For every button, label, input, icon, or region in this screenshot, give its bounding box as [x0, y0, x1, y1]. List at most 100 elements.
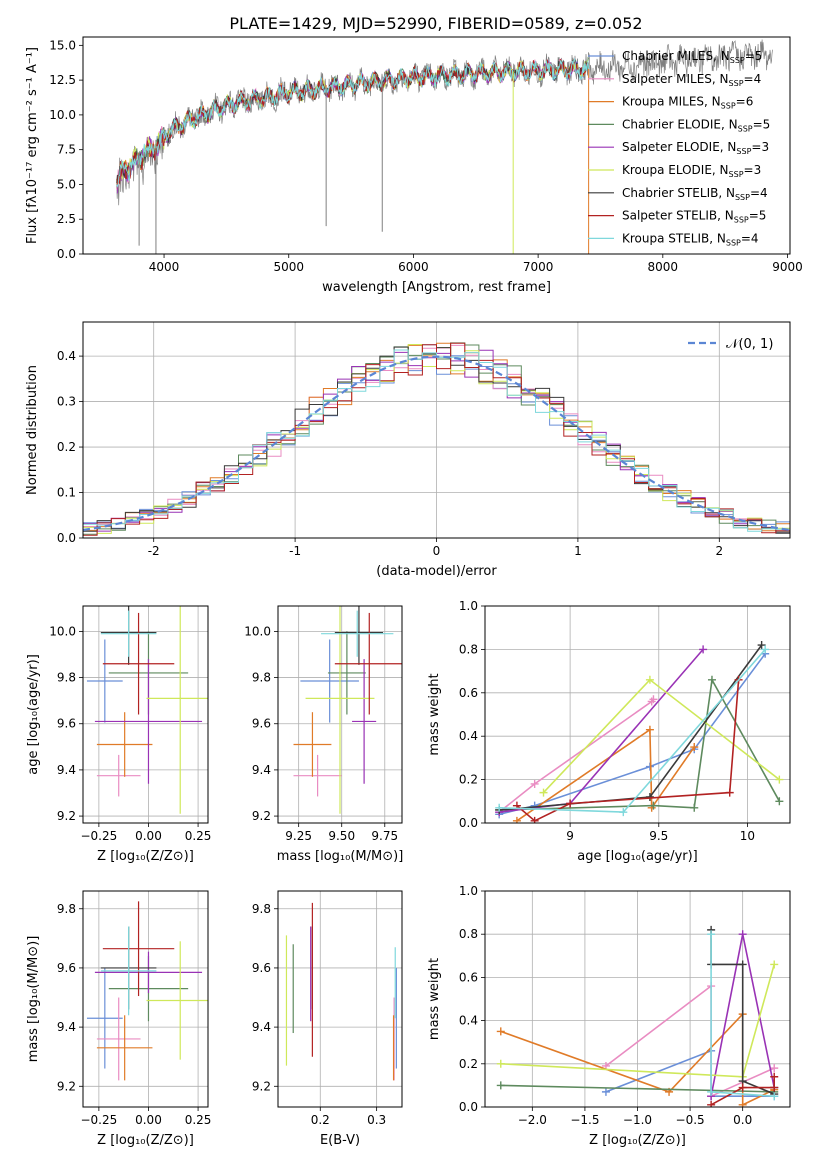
legend-label: Salpeter MILES, NSSP=4	[622, 72, 761, 88]
error-bar-point	[100, 610, 157, 657]
y-tick-label: 0.4	[459, 1014, 478, 1028]
x-tick-label: 2	[715, 544, 723, 558]
x-tick-label: −0.25	[80, 829, 117, 843]
weight-marker	[690, 803, 699, 812]
axes-frame	[484, 605, 791, 824]
y-tick-label: 2.5	[57, 212, 76, 226]
weight-marker	[707, 1100, 716, 1107]
y-tick-label: 9.2	[57, 809, 76, 823]
plot-area	[293, 606, 402, 814]
y-tick-label: 0.0	[57, 531, 76, 545]
legend-label: 𝒩(0, 1)	[726, 337, 773, 352]
y-tick-label: 0.1	[57, 486, 76, 500]
y-axis-label: Normed distribution	[25, 365, 40, 495]
axes-frame	[82, 321, 791, 539]
weight-marker	[645, 792, 654, 801]
x-axis-label: Z [log₁₀(Z/Z⊙)]	[97, 849, 194, 864]
y-tick-label: 9.4	[57, 1020, 76, 1034]
weight-series	[539, 675, 784, 797]
weight-series	[512, 725, 699, 823]
x-tick-label: 9.5	[649, 829, 668, 843]
x-tick-label: 9.75	[371, 829, 398, 843]
y-tick-label: 9.2	[252, 1079, 271, 1093]
weight-marker	[738, 930, 747, 939]
weight-marker	[738, 1083, 747, 1092]
weight-marker	[496, 1081, 505, 1090]
axes-frame	[82, 36, 791, 255]
weight-marker	[601, 1087, 610, 1096]
weight-marker	[690, 743, 699, 752]
legend-label: Chabrier ELODIE, NSSP=5	[622, 117, 770, 133]
y-tick-label: 9.6	[57, 717, 76, 731]
y-tick-label: 0.8	[459, 642, 478, 656]
weight-marker	[775, 797, 784, 806]
x-tick-label: 9.25	[285, 829, 312, 843]
error-bar-point	[96, 1015, 153, 1081]
y-tick-label: 10.0	[49, 624, 76, 638]
y-tick-label: 0.4	[57, 349, 76, 363]
y-tick-label: 1.0	[459, 599, 478, 613]
x-axis-label: Z [log₁₀(Z/Z⊙)]	[97, 1133, 194, 1148]
x-axis-label: age [log₁₀(age/yr)]	[577, 849, 698, 864]
x-axis-label: (data-model)/error	[376, 564, 497, 579]
x-tick-label: 9	[566, 829, 574, 843]
plot-area	[116, 39, 773, 254]
y-tick-label: 0.6	[459, 686, 478, 700]
error-bar-point	[300, 639, 359, 723]
y-tick-label: 1.0	[459, 884, 478, 898]
x-tick-label: 0.25	[185, 1113, 212, 1127]
plot-area	[86, 606, 208, 814]
legend-label: Chabrier STELIB, NSSP=4	[622, 186, 768, 202]
residual-histogram	[83, 349, 790, 532]
weight-marker	[619, 808, 628, 817]
weight-marker	[757, 641, 766, 650]
weight-line	[498, 698, 655, 813]
x-axis-label: wavelength [Angstrom, rest frame]	[322, 280, 551, 295]
weight-marker	[770, 1092, 779, 1101]
axis-ticks: −0.25 0.00 0.25 9.2 9.4 9.6 9.8 10.0	[49, 624, 211, 843]
axis-ticks: -2 -1 0 1 2 0.0 0.1 0.2 0.3 0.4	[57, 349, 723, 558]
weight-marker	[496, 1059, 505, 1068]
x-tick-label: 8000	[648, 260, 679, 274]
weight-series	[707, 930, 779, 1101]
x-tick-label: 4000	[149, 260, 180, 274]
error-bar-point	[100, 926, 157, 1016]
grid-lines	[278, 891, 402, 1107]
x-tick-label: 7000	[523, 260, 554, 274]
weight-series	[707, 1072, 779, 1107]
panel-weight-vs-Z: −2.0 −1.5 −1.0 −0.5 0.0 0.0 0.2 0.4 0.6 0.8 1.0 Z […	[427, 884, 791, 1148]
model-spectrum-line	[116, 60, 590, 183]
x-tick-label: 9000	[772, 260, 803, 274]
plot-area	[83, 342, 790, 536]
x-tick-label: 1	[574, 544, 582, 558]
y-tick-label: 0.2	[57, 440, 76, 454]
y-tick-label: 9.4	[252, 1020, 271, 1034]
figure-title: PLATE=1429, MJD=52990, FIBERID=0589, z=0…	[229, 14, 642, 33]
error-bar-point	[102, 612, 175, 715]
y-tick-label: 9.8	[252, 902, 271, 916]
weight-marker	[770, 1083, 779, 1092]
y-tick-label: 9.2	[252, 809, 271, 823]
weight-marker	[496, 1027, 505, 1036]
panel-age-vs-Z: −0.25 0.00 0.25 9.2 9.4 9.6 9.8 10.0 Z [log₁₀(Z/…	[26, 605, 211, 864]
x-tick-label: 0	[433, 544, 441, 558]
legend-label: Kroupa STELIB, NSSP=4	[622, 231, 759, 247]
weight-marker	[566, 799, 575, 808]
error-bar-point	[94, 951, 203, 994]
model-spectrum-line	[116, 58, 590, 189]
x-axis-label: Z [log₁₀(Z/Z⊙)]	[589, 1133, 686, 1148]
error-bar-point	[327, 631, 366, 715]
y-tick-label: 0.0	[459, 1100, 478, 1114]
x-tick-label: −2.0	[518, 1113, 547, 1127]
plot-area	[496, 925, 779, 1107]
y-tick-label: 9.4	[252, 763, 271, 777]
x-tick-label: -2	[148, 544, 160, 558]
x-tick-label: -1	[289, 544, 301, 558]
error-bar-point	[146, 606, 208, 814]
error-bar-point	[305, 606, 375, 814]
weight-marker	[707, 1087, 716, 1096]
grid-lines	[485, 605, 790, 824]
y-tick-label: 0.8	[459, 927, 478, 941]
y-tick-label: 9.6	[252, 961, 271, 975]
weight-series	[495, 645, 770, 817]
